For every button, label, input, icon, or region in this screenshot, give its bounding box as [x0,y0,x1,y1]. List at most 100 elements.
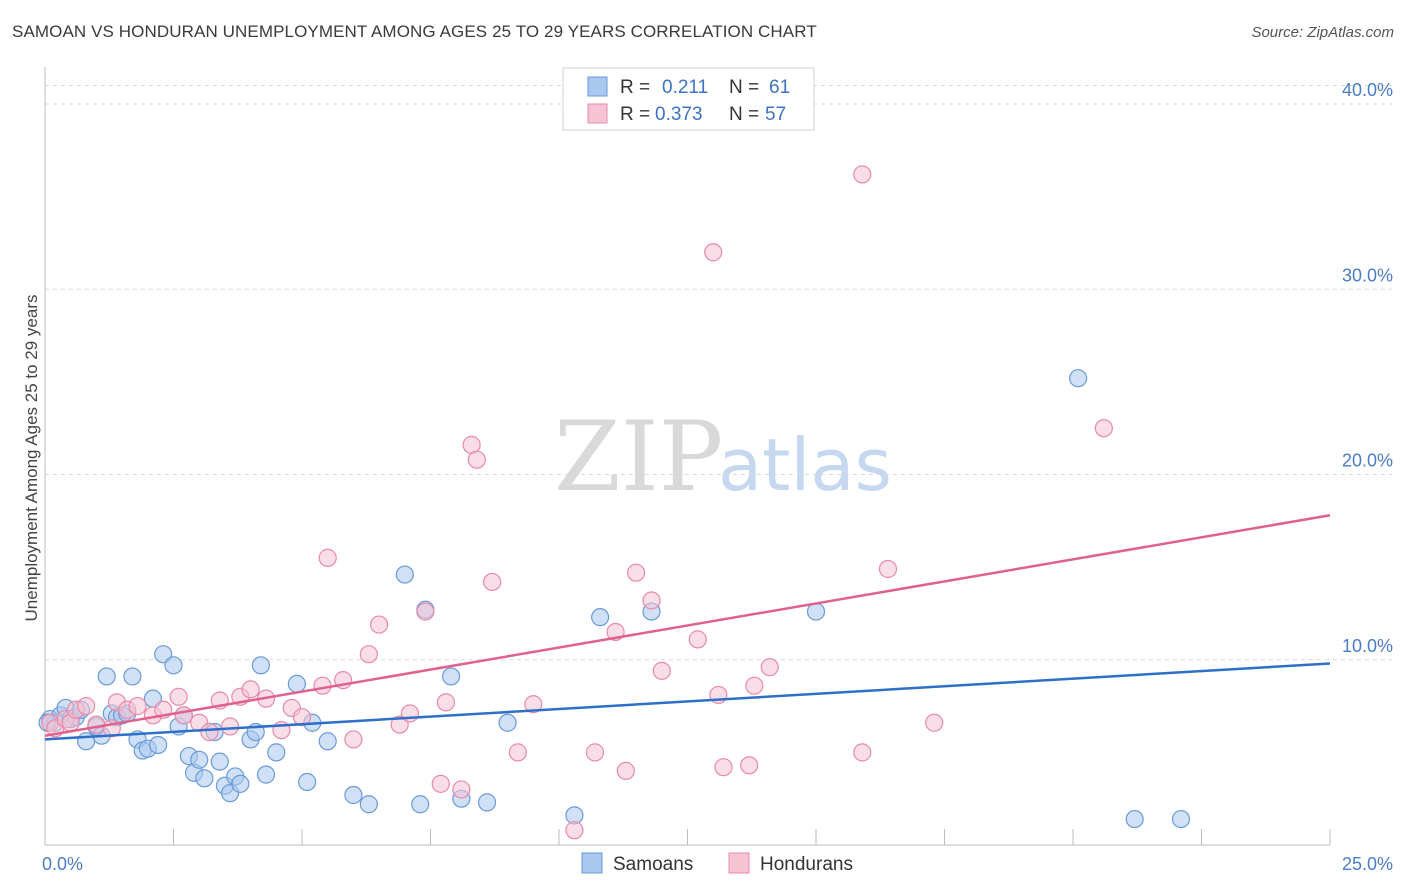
legend-swatch-samoans [587,76,608,97]
y-tick-label: 20.0% [1342,451,1393,471]
honduran-point [853,165,872,184]
samoan-point [164,656,183,675]
honduran-point [390,715,409,734]
legend-n-value-samoans: 61 [769,77,790,98]
samoan-point [195,769,214,788]
samoan-point [148,735,168,755]
honduran-point [626,563,646,582]
y-tick-labels: 10.0% 20.0% 30.0% 40.0% [1342,80,1393,656]
samoan-point [287,674,306,693]
honduran-point [128,696,147,716]
chart-title: SAMOAN VS HONDURAN UNEMPLOYMENT AMONG AG… [12,22,817,41]
samoan-point [359,795,378,814]
honduran-point [87,715,106,734]
honduran-point [704,243,723,262]
legend: R = 0.211 N = 61 R = 0.373 N = 57 [562,67,815,131]
honduran-point [292,708,312,727]
honduran-point [416,602,435,621]
legend-r-value-samoans: 0.211 [662,77,708,98]
samoan-point [498,713,517,732]
honduran-point [359,645,378,664]
x-tick-labels: 0.0% 25.0% [42,854,1393,874]
samoan-point [190,750,209,769]
samoan-point [251,656,270,675]
legend-n-value-hondurans: 57 [765,104,786,125]
honduran-point [524,695,543,714]
x-tick-label-max: 25.0% [1342,854,1393,874]
honduran-point [467,450,486,469]
trend-line-hondurans [44,514,1331,737]
honduran-point [313,676,332,695]
honduran-point [241,680,260,699]
samoan-point [97,667,116,686]
honduran-point [652,661,671,680]
samoan-point [1171,809,1191,829]
samoan-point [123,667,142,686]
honduran-point [77,696,96,716]
samoan-point [256,765,276,784]
x-tick-label-min: 0.0% [42,854,83,874]
trend-line-samoans [44,662,1331,741]
samoan-point [1125,809,1144,829]
bottom-legend: Samoans Hondurans [581,852,853,875]
honduran-point [1094,419,1113,438]
legend-swatch-hondurans [587,103,608,124]
legend-r-label-hondurans: R = [620,104,650,125]
bottom-legend-swatch-hondurans [728,852,750,874]
samoan-point [77,732,96,751]
honduran-point [878,559,898,579]
samoan-point [210,752,229,771]
samoan-point [395,565,414,584]
legend-r-label-samoans: R = [620,77,650,98]
samoan-point [411,795,430,814]
samoan-point [591,608,610,627]
y-tick-label: 40.0% [1342,80,1393,100]
y-tick-label: 10.0% [1342,636,1393,656]
samoan-point [477,793,497,812]
legend-n-label-hondurans: N = [729,104,759,125]
samoan-point [154,645,173,664]
honduran-point [760,658,779,677]
bottom-legend-swatch-samoans [581,852,603,874]
honduran-point [436,693,456,712]
watermark-atlas: atlas [718,423,892,507]
honduran-point [169,687,188,706]
honduran-point [688,630,707,649]
honduran-point [740,756,759,775]
honduran-point [585,743,605,762]
honduran-point [853,743,872,762]
samoan-point [231,774,250,793]
bottom-legend-samoans: Samoans [613,854,693,875]
honduran-point [642,591,661,610]
honduran-point [174,706,193,725]
samoan-point [267,743,286,762]
honduran-point [508,743,527,762]
bottom-legend-hondurans: Hondurans [760,854,853,875]
honduran-point [565,821,584,840]
honduran-point [714,758,733,777]
honduran-point [431,774,450,793]
honduran-point [344,730,363,749]
chart-source: Source: ZipAtlas.com [1251,24,1394,41]
samoan-point [318,732,337,751]
honduran-point [745,676,764,695]
series-hondurans-points [41,165,1113,840]
samoan-point [1069,369,1088,388]
trend-lines [44,514,1331,741]
legend-r-value-hondurans: 0.373 [655,104,703,125]
honduran-point [200,722,219,742]
y-axis-label: Unemployment Among Ages 25 to 29 years [22,295,41,622]
honduran-point [925,713,944,732]
honduran-point [318,548,337,567]
honduran-point [483,572,502,592]
honduran-point [370,615,389,634]
honduran-point [220,717,240,736]
samoan-point [344,785,363,805]
honduran-point [452,780,471,799]
watermark: ZIP atlas [554,401,892,513]
samoan-point [441,667,461,686]
honduran-point [616,761,635,781]
y-tick-label: 30.0% [1342,265,1393,285]
watermark-zip: ZIP [554,401,723,513]
